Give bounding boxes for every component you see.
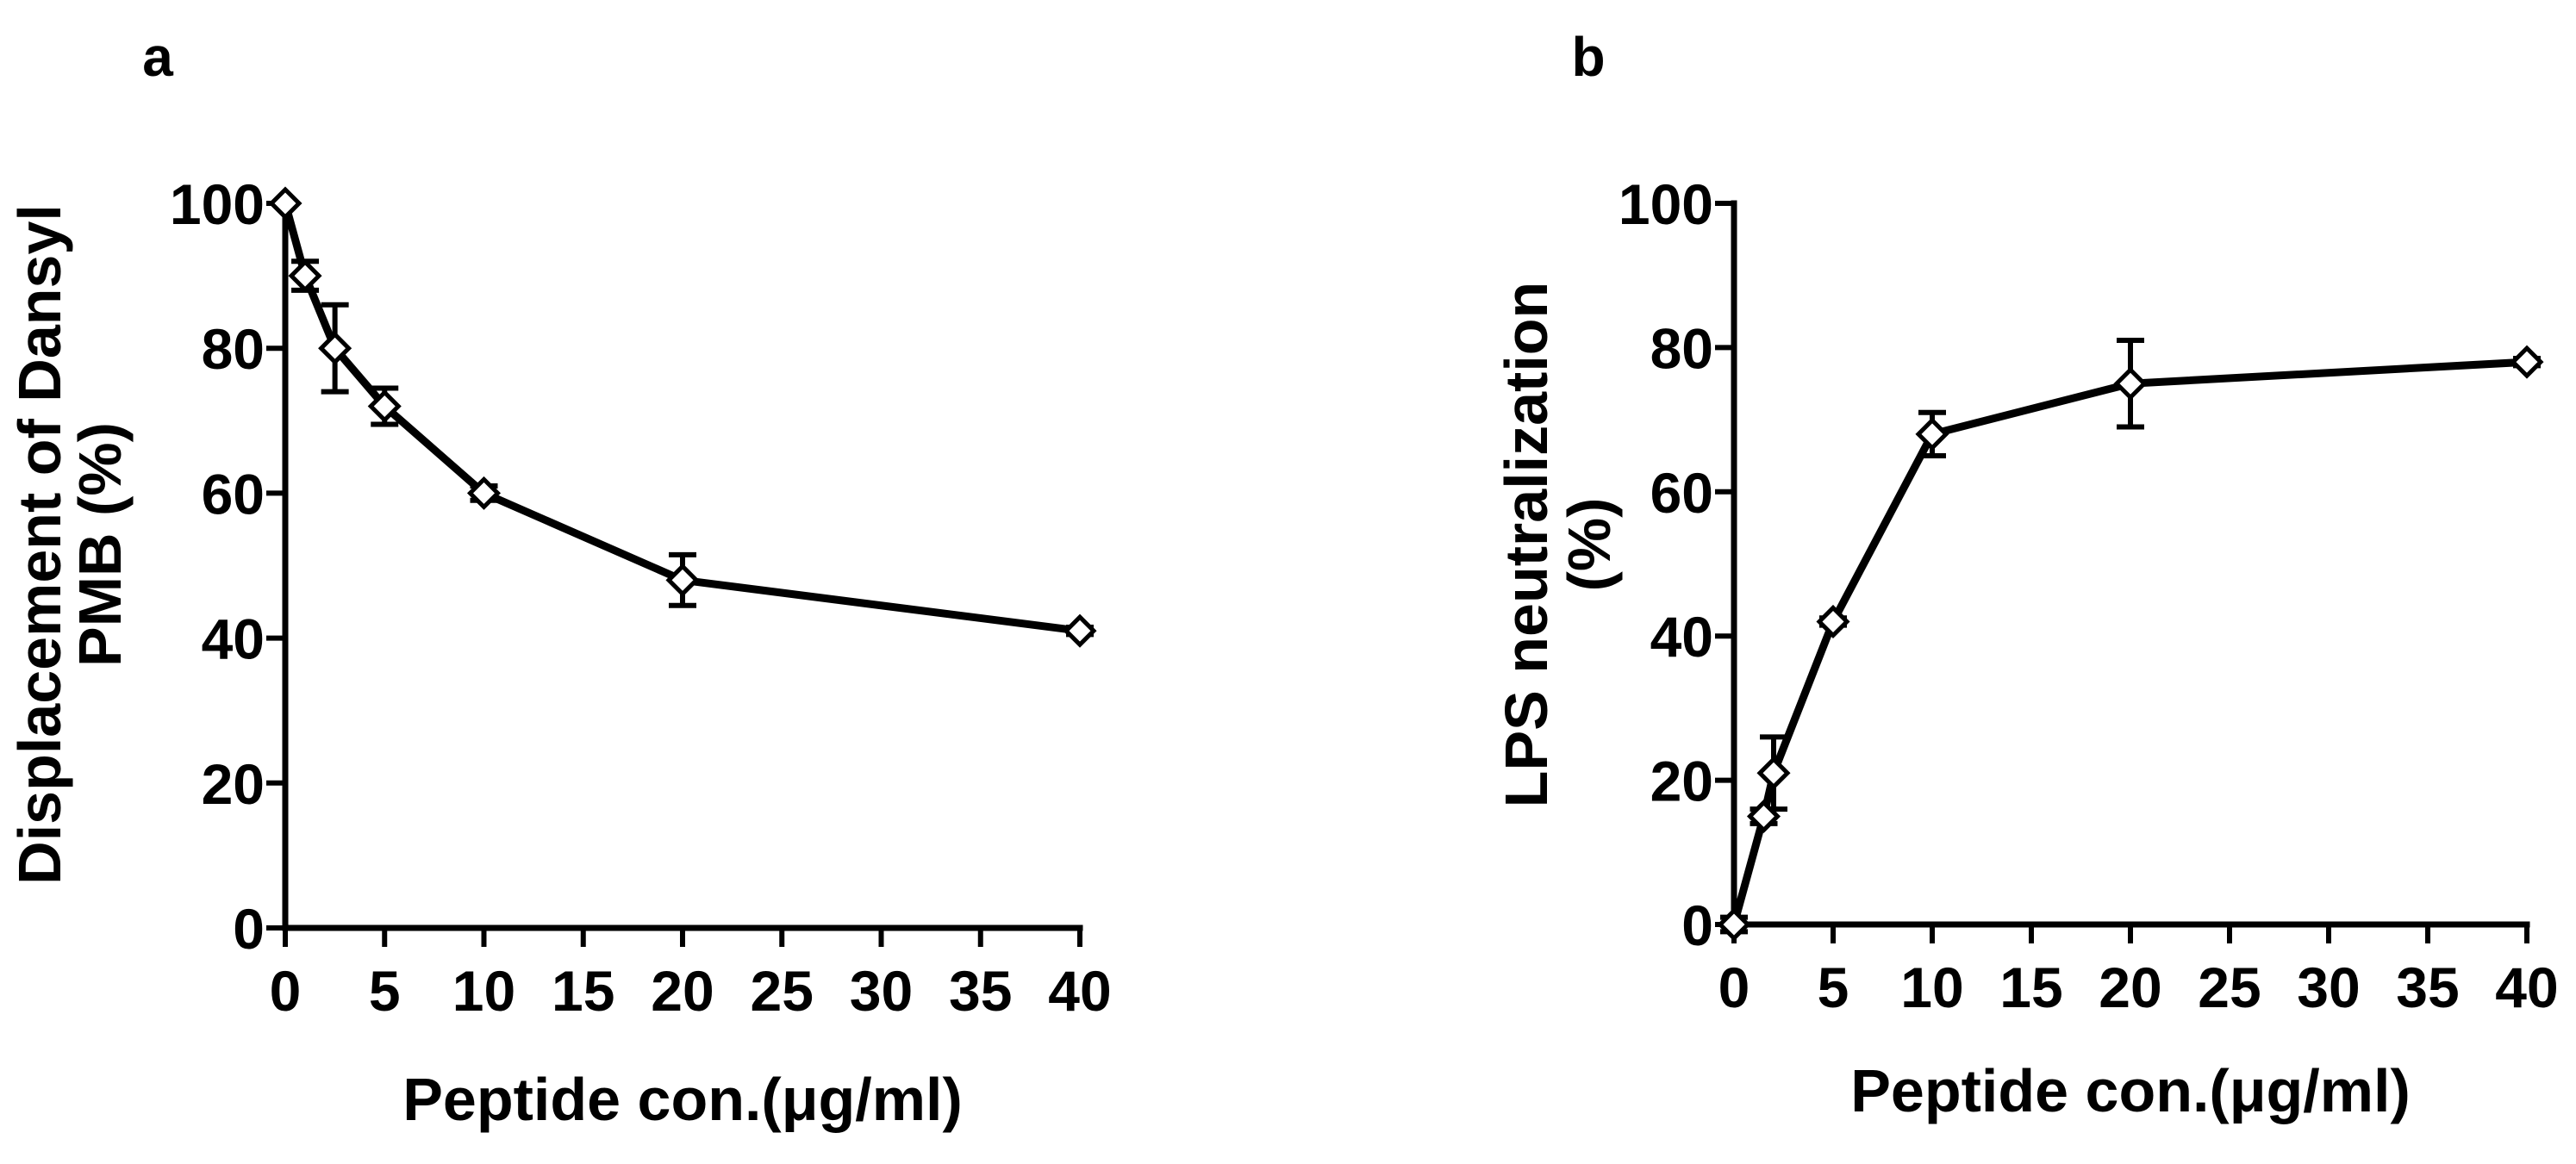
y-tick-label: 80	[202, 317, 265, 381]
y-tick-label: 0	[233, 897, 265, 961]
data-point-marker	[466, 476, 502, 510]
data-point-marker	[288, 258, 322, 293]
data-point-marker	[1915, 417, 1949, 451]
x-tick-label: 30	[2297, 955, 2360, 1019]
y-axis-label-line: LPS neutralization	[1493, 282, 1560, 808]
y-tick-label: 100	[170, 172, 265, 236]
data-point-marker	[318, 331, 352, 365]
y-tick-label: 60	[202, 462, 265, 526]
x-tick-label: 10	[1900, 955, 1963, 1019]
y-tick-label: 20	[202, 752, 265, 816]
data-point-marker	[1063, 613, 1097, 648]
data-point-marker	[2113, 366, 2148, 401]
x-tick-label: 0	[270, 959, 302, 1023]
x-tick-label: 0	[1718, 955, 1750, 1019]
panel-label: b	[1571, 26, 1605, 88]
x-tick-label: 20	[651, 959, 714, 1023]
panel-a: a 0 20 40 60 80 100 0 5 10 15 20 25 30 35 40 Peptide con…	[6, 26, 1112, 1133]
x-tick-label: 35	[949, 959, 1012, 1023]
x-tick-label: 20	[2099, 955, 2161, 1019]
data-point-marker	[1746, 799, 1781, 833]
data-point-marker	[1816, 604, 1850, 638]
y-axis-label-line: (%)	[1556, 498, 1623, 592]
y-tick-label: 40	[1650, 605, 1713, 669]
panel-label: a	[142, 26, 173, 88]
y-tick-label: 60	[1650, 461, 1713, 525]
y-tick-label: 20	[1650, 750, 1713, 813]
x-tick-label: 15	[1999, 955, 2062, 1019]
y-tick-label: 0	[1681, 893, 1713, 957]
y-tick-label: 100	[1619, 172, 1713, 236]
x-tick-label: 40	[1048, 959, 1111, 1023]
x-axis-label: Peptide con.(μg/ml)	[1850, 1057, 2411, 1124]
x-tick-label: 30	[850, 959, 913, 1023]
panel-b: b 0 20 40 60 80 100 0 5 10 15 20 25 30 35 40 Peptide con…	[1493, 26, 2559, 1124]
y-axis-label-line: Displacement of Dansyl	[6, 204, 73, 885]
data-point-marker	[367, 389, 402, 424]
x-tick-label: 40	[2495, 955, 2558, 1019]
data-point-marker	[1756, 756, 1791, 790]
x-tick-label: 25	[751, 959, 814, 1023]
y-tick-label: 40	[202, 607, 265, 671]
data-point-marker	[268, 186, 303, 221]
x-tick-label: 5	[369, 959, 401, 1023]
x-axis-label: Peptide con.(μg/ml)	[402, 1066, 963, 1133]
x-tick-label: 5	[1818, 955, 1849, 1019]
y-tick-label: 80	[1650, 316, 1713, 380]
x-tick-label: 15	[552, 959, 614, 1023]
x-tick-label: 35	[2396, 955, 2459, 1019]
data-point-marker	[665, 563, 700, 597]
series-line	[1730, 358, 2528, 926]
x-tick-label: 25	[2198, 955, 2261, 1019]
y-axis-label-line: PMB (%)	[66, 422, 134, 667]
x-tick-label: 10	[452, 959, 515, 1023]
data-point-marker	[1717, 907, 1751, 942]
data-point-marker	[2510, 345, 2544, 379]
